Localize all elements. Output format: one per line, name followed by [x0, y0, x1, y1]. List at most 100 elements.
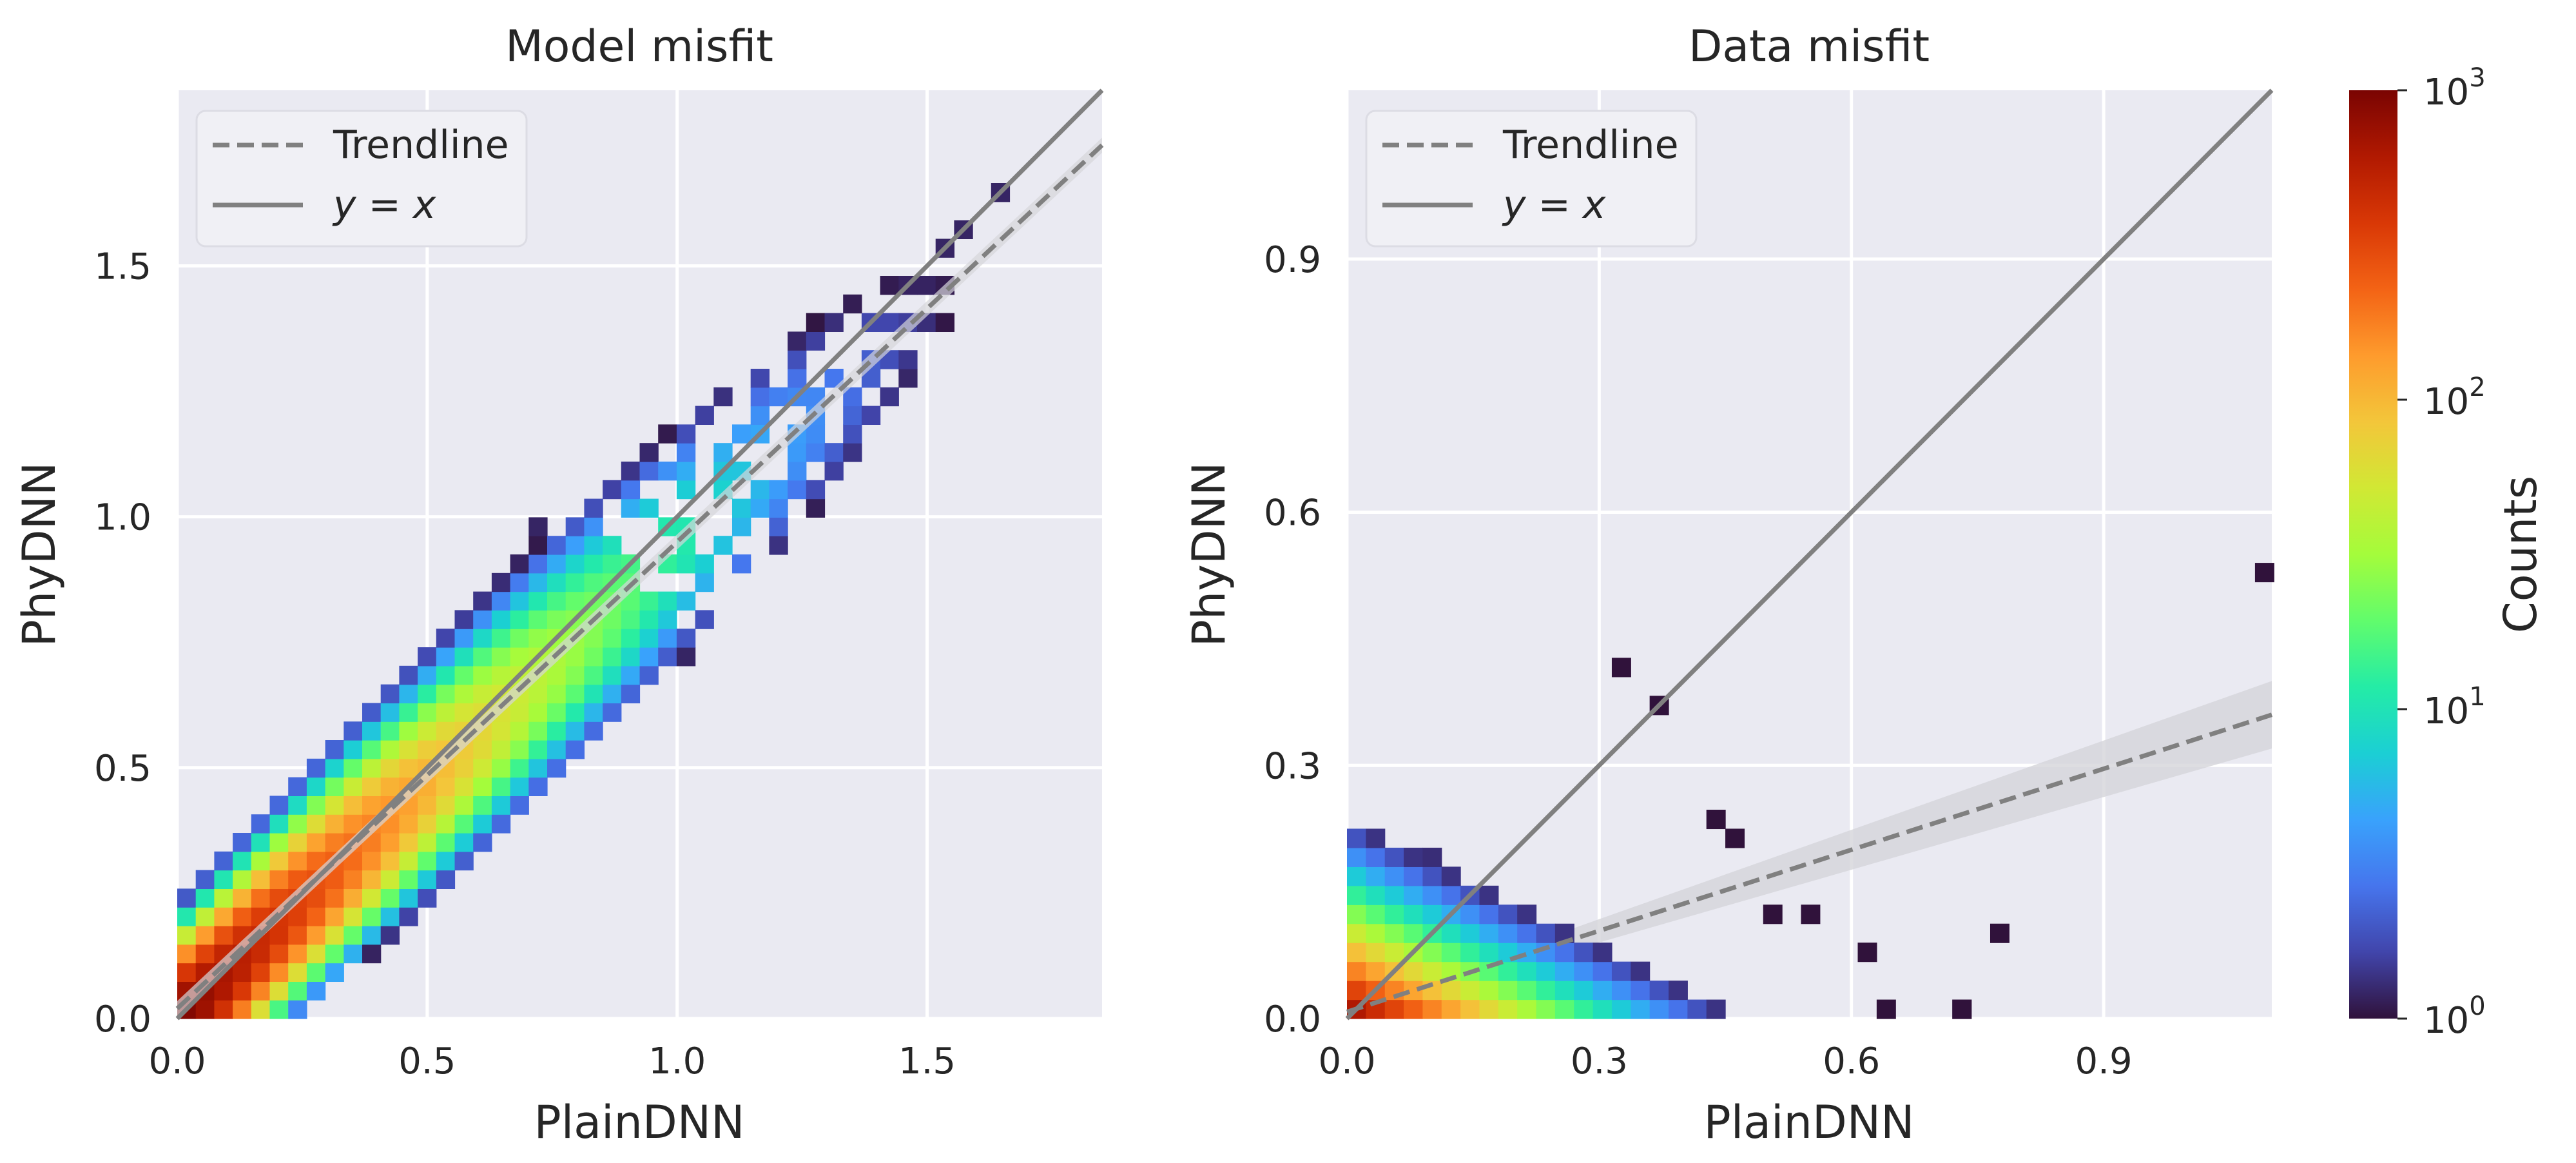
heatmap-cell [1441, 981, 1461, 1001]
heatmap-cell [603, 536, 622, 555]
heatmap-cell [233, 851, 252, 871]
heatmap-cell [380, 740, 400, 759]
heatmap-cell [510, 572, 529, 592]
heatmap-cell [1366, 904, 1386, 924]
heatmap-cell [584, 647, 603, 667]
heatmap-cell [1366, 828, 1386, 848]
heatmap-cell [658, 629, 677, 648]
legend-box [195, 110, 528, 248]
heatmap-cell [491, 610, 511, 629]
heatmap-cell [565, 517, 585, 536]
heatmap-cell [1857, 943, 1877, 963]
heatmap-cell [584, 684, 603, 703]
y-tick-label: 0.5 [94, 748, 151, 790]
heatmap-cell [1366, 866, 1386, 886]
heatmap-cell [251, 981, 271, 1001]
heatmap-cell [1422, 999, 1442, 1019]
heatmap-cell [639, 665, 659, 685]
heatmap-cell [473, 796, 492, 815]
heatmap-cell [418, 684, 437, 703]
heatmap-cell [473, 777, 492, 796]
heatmap-cell [214, 1000, 233, 1019]
heatmap-cell [769, 480, 788, 500]
heatmap-cell [418, 647, 437, 667]
heatmap-cell [713, 536, 733, 555]
heatmap-cell [1517, 961, 1537, 981]
heatmap-cell [251, 1000, 271, 1019]
heatmap-cell [473, 814, 492, 834]
heatmap-cell [565, 684, 585, 703]
heatmap-cell [639, 498, 659, 518]
heatmap-cell [1460, 904, 1480, 924]
heatmap-cell [418, 721, 437, 741]
heatmap-cell [288, 907, 307, 926]
heatmap-cell [380, 703, 400, 722]
heatmap-cell [306, 907, 326, 926]
heatmap-cell [362, 926, 382, 945]
heatmap-cell [1460, 999, 1480, 1019]
x-tick-label: 1.5 [898, 1041, 956, 1082]
heatmap-cell [584, 572, 603, 592]
heatmap-cell [491, 572, 511, 592]
heatmap-cell [1384, 904, 1404, 924]
model-misfit-title: Model misfit [505, 21, 773, 72]
heatmap-cell [510, 591, 529, 611]
heatmap-cell [565, 554, 585, 574]
heatmap-cell [362, 870, 382, 889]
heatmap-cell [547, 758, 567, 778]
heatmap-cell [639, 443, 659, 462]
heatmap-cell [510, 758, 529, 778]
heatmap-cell [528, 610, 548, 629]
heatmap-cell [806, 424, 826, 444]
heatmap-cell [491, 591, 511, 611]
heatmap-cell [380, 907, 400, 926]
heatmap-cell [195, 944, 215, 964]
heatmap-cell [418, 870, 437, 889]
heatmap-cell [1366, 943, 1386, 963]
model-misfit-ylabel: PhyDNN [13, 462, 66, 647]
heatmap-cell [1441, 999, 1461, 1019]
heatmap-cell [1422, 847, 1442, 867]
heatmap-cell [732, 517, 751, 536]
heatmap-cell [251, 888, 271, 908]
heatmap-cell [454, 665, 474, 685]
heatmap-cell [362, 851, 382, 871]
heatmap-cell [306, 963, 326, 982]
heatmap-cell [177, 963, 197, 982]
heatmap-cell [621, 665, 641, 685]
heatmap-cell [399, 740, 418, 759]
heatmap-cell [436, 814, 456, 834]
heatmap-cell [454, 610, 474, 629]
heatmap-cell [1498, 923, 1518, 943]
heatmap-cell [695, 572, 714, 592]
heatmap-cell [1384, 943, 1404, 963]
legend-identity-label: y = x [1502, 182, 1606, 228]
x-tick-label: 0.9 [2075, 1041, 2133, 1082]
heatmap-cell [621, 480, 641, 500]
heatmap-cell [473, 833, 492, 852]
heatmap-cell [251, 963, 271, 982]
heatmap-cell [547, 740, 567, 759]
heatmap-cell [788, 369, 807, 388]
heatmap-cell [344, 814, 363, 834]
heatmap-cell [325, 944, 344, 964]
heatmap-cell [399, 870, 418, 889]
heatmap-cell [824, 443, 844, 462]
heatmap-cell [1498, 981, 1518, 1001]
heatmap-cell [510, 796, 529, 815]
heatmap-cell [1517, 999, 1537, 1019]
heatmap-cell [325, 758, 344, 778]
heatmap-cell [769, 536, 788, 555]
heatmap-cell [288, 796, 307, 815]
heatmap-cell [510, 554, 529, 574]
heatmap-cell [1441, 885, 1461, 905]
heatmap-cell [436, 796, 456, 815]
heatmap-cell [565, 591, 585, 611]
heatmap-cell [473, 758, 492, 778]
heatmap-cell [806, 443, 826, 462]
heatmap-cell [528, 684, 548, 703]
heatmap-cell [214, 926, 233, 945]
heatmap-cell [454, 703, 474, 722]
colorbar-label: Counts [2494, 476, 2547, 633]
heatmap-cell [1347, 981, 1366, 1001]
